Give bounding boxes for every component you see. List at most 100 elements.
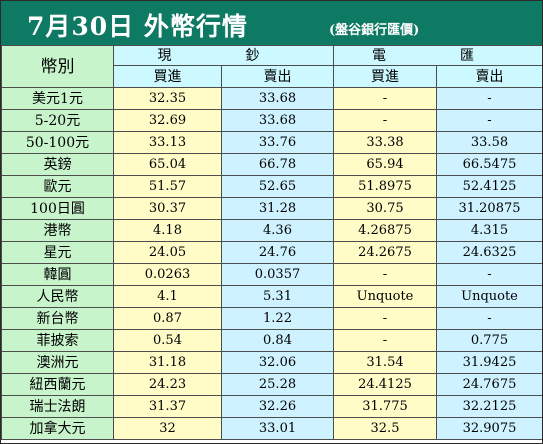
cash-sell-cell: 52.65 — [221, 175, 334, 198]
currency-column-header: 幣別 — [1, 45, 114, 88]
table-row: 新台幣 0.87 1.22- - — [1, 307, 542, 330]
cash-buy-cell: 0.0263 — [113, 263, 222, 286]
tt-sell-cell: 24.6325 — [436, 241, 542, 264]
cash-sell-cell: 0.84 — [221, 329, 334, 352]
table-row: 菲披索 0.54 0.84-0.775 — [1, 329, 542, 352]
bank-source-label: (盤谷銀行匯價) — [329, 23, 420, 38]
table-row: 歐元 51.57 52.65 51.8975 52.4125 — [1, 175, 542, 198]
currency-name-cell: 50-100元 — [1, 131, 114, 154]
cash-buy-cell: 0.54 — [113, 329, 222, 352]
rates-table-body: 幣別 現 鈔 電 匯 買進 賣出 買進 賣出 美元1元 32.35 33.68- -5… — [1, 45, 542, 440]
table-row: 韓圓 0.0263 0.0357- - — [1, 263, 542, 286]
cash-buy-cell: 33.13 — [113, 131, 222, 154]
currency-name-cell: 歐元 — [1, 175, 114, 198]
currency-name-cell: 英鎊 — [1, 153, 114, 176]
group-header-row: 幣別 現 鈔 電 匯 — [1, 45, 542, 88]
currency-name-cell: 新台幣 — [1, 307, 114, 330]
table-row: 美元1元 32.35 33.68- - — [1, 87, 542, 110]
cash-sell-cell: 33.68 — [221, 87, 334, 110]
cash-sell-cell: 66.78 — [221, 153, 334, 176]
table-row: 人民幣 4.1 5.31 Unquote Unquote — [1, 285, 542, 308]
tt-buy-cell: 31.54 — [333, 351, 437, 374]
cash-sell-cell: 1.22 — [221, 307, 334, 330]
tt-buy-cell: - — [333, 307, 437, 330]
cash-buy-cell: 32.35 — [113, 87, 222, 110]
tt-sell-cell: 66.5475 — [436, 153, 542, 176]
rates-table: 幣別 現 鈔 電 匯 買進 賣出 買進 賣出 美元1元 32.35 33.68- -5… — [1, 45, 542, 440]
currency-name-cell: 港幣 — [1, 219, 114, 242]
currency-name-cell: 瑞士法朗 — [1, 395, 114, 418]
currency-name-cell: 加拿大元 — [1, 417, 114, 440]
tt-buy-cell: Unquote — [333, 285, 437, 308]
currency-name-cell: 美元1元 — [1, 87, 114, 110]
tt-buy-cell: 65.94 — [333, 153, 437, 176]
currency-name-cell: 韓圓 — [1, 263, 114, 286]
cash-buy-cell: 31.18 — [113, 351, 222, 374]
currency-name-cell: 100日圓 — [1, 197, 114, 220]
sub-header-row: 買進 賣出 買進 賣出 — [2, 65, 542, 88]
table-row: 50-100元 33.13 33.76 33.38 33.58 — [1, 131, 542, 154]
cash-sell-header: 賣出 — [221, 65, 334, 88]
page-title: 7月30日 外幣行情 — [27, 12, 248, 41]
cash-buy-cell: 4.1 — [113, 285, 222, 308]
tt-buy-cell: 4.26875 — [333, 219, 437, 242]
cash-buy-cell: 4.18 — [113, 219, 222, 242]
cash-sell-cell: 5.31 — [221, 285, 334, 308]
currency-name-cell: 紐西蘭元 — [1, 373, 114, 396]
cash-buy-cell: 32 — [113, 417, 222, 440]
tt-sell-cell: 32.2125 — [436, 395, 542, 418]
cash-sell-cell: 31.28 — [221, 197, 334, 220]
tt-buy-cell: - — [333, 329, 437, 352]
tt-sell-cell: 32.9075 — [436, 417, 542, 440]
cash-sell-cell: 4.36 — [221, 219, 334, 242]
tt-buy-cell: 51.8975 — [333, 175, 437, 198]
cash-buy-cell: 24.05 — [113, 241, 222, 264]
tt-sell-cell: - — [436, 109, 542, 132]
tt-sell-cell: - — [436, 307, 542, 330]
cash-sell-cell: 25.28 — [221, 373, 334, 396]
tt-sell-cell: Unquote — [436, 285, 542, 308]
tt-sell-cell: - — [436, 263, 542, 286]
tt-sell-cell: 4.315 — [436, 219, 542, 242]
cash-buy-cell: 31.37 — [113, 395, 222, 418]
cash-buy-cell: 51.57 — [113, 175, 222, 198]
table-row: 紐西蘭元 24.23 25.28 24.4125 24.7675 — [1, 373, 542, 396]
tt-buy-cell: - — [333, 109, 437, 132]
cash-buy-header: 買進 — [113, 65, 222, 88]
tt-sell-cell: 0.775 — [436, 329, 542, 352]
cash-sell-cell: 33.68 — [221, 109, 334, 132]
cash-buy-cell: 24.23 — [113, 373, 222, 396]
title-banner: 7月30日 外幣行情 (盤谷銀行匯價) — [1, 1, 542, 45]
cash-sell-cell: 32.26 — [221, 395, 334, 418]
cash-buy-cell: 65.04 — [113, 153, 222, 176]
cash-group-header: 現 鈔 — [113, 45, 334, 66]
tt-buy-cell: 30.75 — [333, 197, 437, 220]
table-row: 星元 24.05 24.76 24.2675 24.6325 — [1, 241, 542, 264]
tt-sell-cell: 52.4125 — [436, 175, 542, 198]
tt-sell-cell: 31.9425 — [436, 351, 542, 374]
table-row: 5-20元 32.69 33.68- - — [1, 109, 542, 132]
currency-name-cell: 人民幣 — [1, 285, 114, 308]
table-row: 100日圓 30.37 31.28 30.75 31.20875 — [1, 197, 542, 220]
cash-buy-cell: 32.69 — [113, 109, 222, 132]
currency-name-cell: 菲披索 — [1, 329, 114, 352]
cash-buy-cell: 30.37 — [113, 197, 222, 220]
tt-sell-header: 賣出 — [436, 65, 542, 88]
tt-sell-cell: - — [436, 87, 542, 110]
currency-name-cell: 5-20元 — [1, 109, 114, 132]
cash-sell-cell: 24.76 — [221, 241, 334, 264]
cash-sell-cell: 33.01 — [221, 417, 334, 440]
tt-sell-cell: 33.58 — [436, 131, 542, 154]
table-row: 加拿大元 32 33.01 32.5 32.9075 — [1, 417, 542, 440]
table-row: 港幣 4.18 4.36 4.26875 4.315 — [1, 219, 542, 242]
telegraphic-transfer-group-header: 電 匯 — [333, 45, 542, 66]
tt-sell-cell: 31.20875 — [436, 197, 542, 220]
cash-sell-cell: 0.0357 — [221, 263, 334, 286]
tt-sell-cell: 24.7675 — [436, 373, 542, 396]
tt-buy-header: 買進 — [333, 65, 437, 88]
tt-buy-cell: 32.5 — [333, 417, 437, 440]
tt-buy-cell: 31.775 — [333, 395, 437, 418]
cash-sell-cell: 33.76 — [221, 131, 334, 154]
table-row: 澳洲元 31.18 32.06 31.54 31.9425 — [1, 351, 542, 374]
